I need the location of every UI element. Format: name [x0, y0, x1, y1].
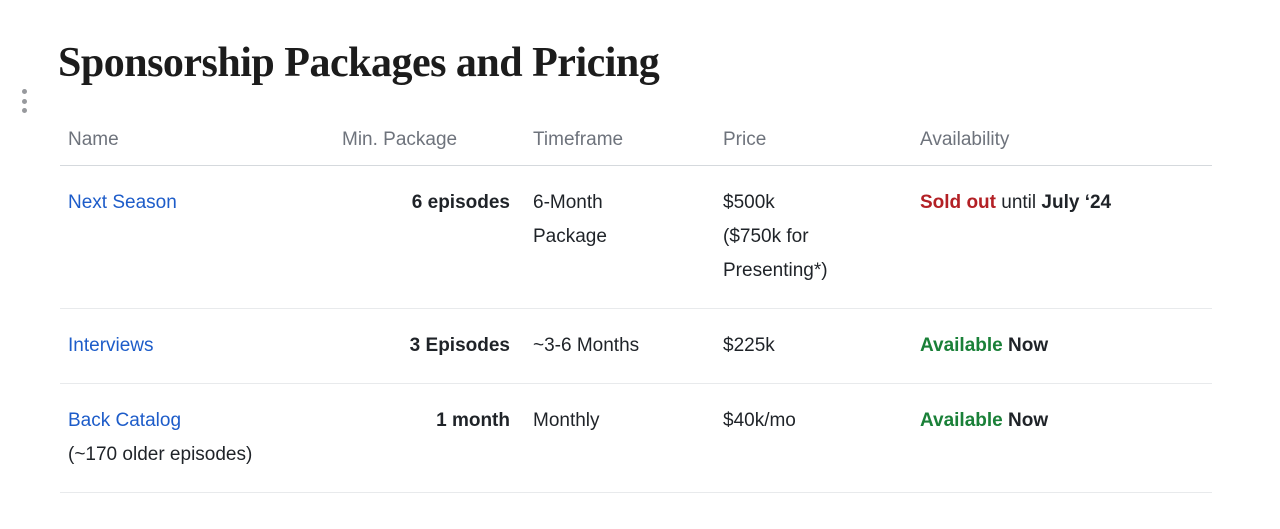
- column-header-availability: Availability: [912, 106, 1212, 166]
- page-title: Sponsorship Packages and Pricing: [58, 40, 660, 86]
- cell-timeframe: Monthly: [525, 383, 715, 493]
- cell-availability: Available Now: [912, 383, 1212, 493]
- cell-availability: Available Now: [912, 308, 1212, 384]
- cell-name: Back Catalog (~170 older episodes): [60, 383, 334, 493]
- cell-min-package: 3 Episodes: [334, 308, 525, 384]
- availability-end: July ‘24: [1041, 192, 1112, 213]
- availability-end: Now: [1008, 335, 1049, 356]
- availability-status: Sold out: [920, 192, 996, 213]
- cell-price: $40k/mo: [715, 383, 912, 493]
- table-row: Interviews 3 Episodes ~3-6 Months $225k …: [60, 308, 1212, 384]
- availability-status: Available: [920, 410, 1003, 431]
- row-name-link[interactable]: Next Season: [68, 192, 177, 213]
- table-row: Next Season 6 episodes 6-Month Package $…: [60, 165, 1212, 309]
- column-header-price: Price: [715, 106, 912, 166]
- cell-price: $225k: [715, 308, 912, 384]
- cell-min-package: 1 month: [334, 383, 525, 493]
- row-name-link[interactable]: Interviews: [68, 335, 154, 356]
- cell-timeframe: 6-Month Package: [525, 165, 715, 309]
- cell-name: Interviews: [60, 308, 334, 384]
- page: Sponsorship Packages and Pricing Name Mi…: [17, 40, 1212, 493]
- drag-handle-dot: [21, 98, 27, 104]
- column-header-min-package: Min. Package: [334, 106, 525, 166]
- pricing-table: Name Min. Package Timeframe Price Availa…: [60, 106, 1212, 493]
- table-row: Back Catalog (~170 older episodes) 1 mont…: [60, 383, 1212, 493]
- drag-handle-dot: [21, 89, 27, 94]
- table-header-row: Name Min. Package Timeframe Price Availa…: [60, 106, 1212, 166]
- column-header-name: Name: [60, 106, 334, 166]
- column-header-timeframe: Timeframe: [525, 106, 715, 166]
- drag-handle-icon[interactable]: [17, 84, 31, 118]
- row-name-note: (~170 older episodes): [68, 444, 253, 465]
- cell-name: Next Season: [60, 165, 334, 309]
- row-name-link[interactable]: Back Catalog: [68, 410, 182, 431]
- cell-timeframe: ~3-6 Months: [525, 308, 715, 384]
- availability-end: Now: [1008, 410, 1049, 431]
- drag-handle-dot: [21, 108, 27, 113]
- availability-middle: until: [995, 192, 1042, 213]
- cell-price: $500k ($750k for Presenting*): [715, 165, 912, 309]
- cell-availability: Sold out until July ‘24: [912, 165, 1212, 309]
- cell-min-package: 6 episodes: [334, 165, 525, 309]
- availability-status: Available: [920, 335, 1003, 356]
